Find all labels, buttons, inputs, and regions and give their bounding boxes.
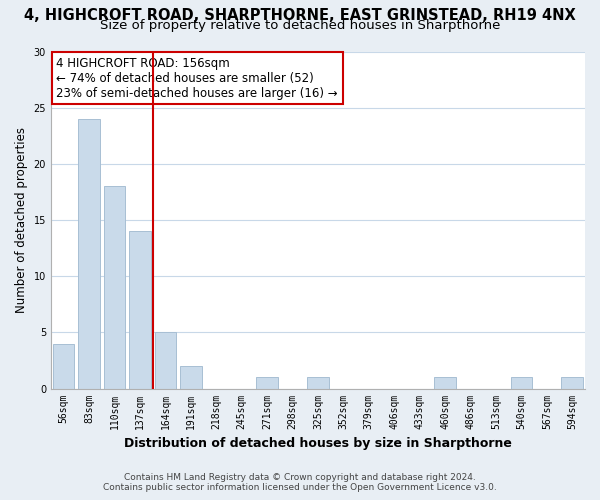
Bar <box>562 378 583 388</box>
Text: Size of property relative to detached houses in Sharpthorne: Size of property relative to detached ho… <box>100 19 500 32</box>
Text: Contains HM Land Registry data © Crown copyright and database right 2024.
Contai: Contains HM Land Registry data © Crown c… <box>103 473 497 492</box>
Bar <box>434 378 456 388</box>
X-axis label: Distribution of detached houses by size in Sharpthorne: Distribution of detached houses by size … <box>124 437 512 450</box>
Text: 4 HIGHCROFT ROAD: 156sqm
← 74% of detached houses are smaller (52)
23% of semi-d: 4 HIGHCROFT ROAD: 156sqm ← 74% of detach… <box>56 56 338 100</box>
Bar <box>53 344 74 388</box>
Bar <box>180 366 202 388</box>
Bar <box>129 232 151 388</box>
Text: 4, HIGHCROFT ROAD, SHARPTHORNE, EAST GRINSTEAD, RH19 4NX: 4, HIGHCROFT ROAD, SHARPTHORNE, EAST GRI… <box>24 8 576 22</box>
Bar <box>104 186 125 388</box>
Bar <box>307 378 329 388</box>
Bar <box>511 378 532 388</box>
Bar <box>256 378 278 388</box>
Y-axis label: Number of detached properties: Number of detached properties <box>15 127 28 313</box>
Bar <box>78 119 100 388</box>
Bar <box>155 332 176 388</box>
